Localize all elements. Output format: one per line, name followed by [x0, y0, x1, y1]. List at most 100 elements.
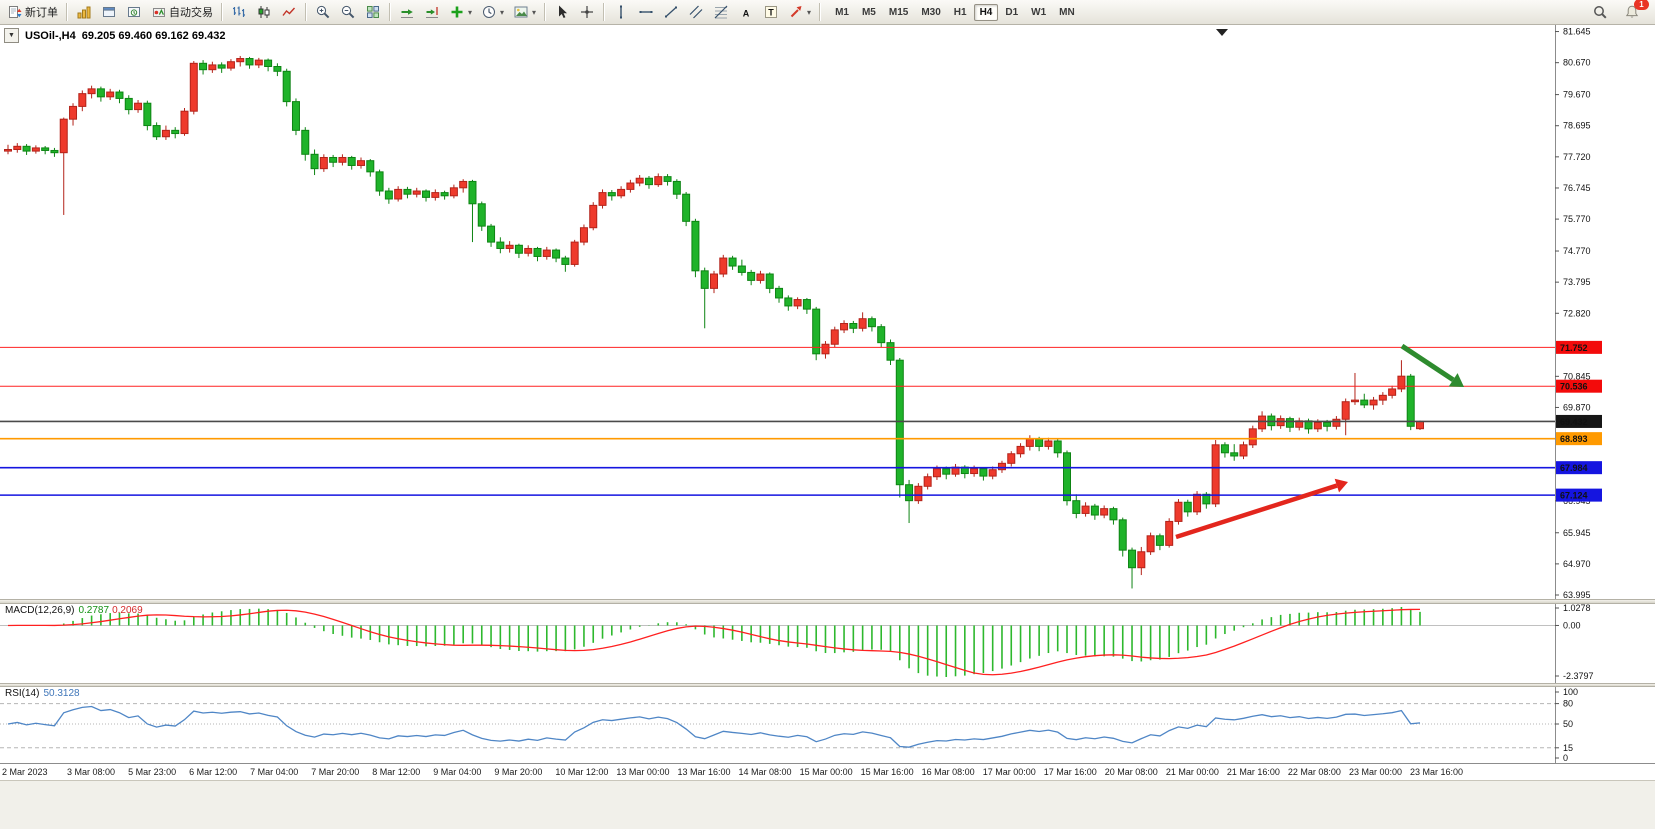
timeframe-MN-button[interactable]: MN [1059, 6, 1075, 18]
toolbar-charts-cascade-button[interactable] [72, 1, 96, 23]
toolbar-templates-button[interactable]: ▾ [509, 1, 540, 23]
price-axis-label: 80.670 [1563, 58, 1591, 68]
time-axis[interactable]: 2 Mar 2023 3 Mar 08:00 5 Mar 23:00 6 Mar 12… [0, 763, 1655, 780]
price-axis-label: 81.645 [1563, 27, 1591, 37]
chevron-down-icon: ▾ [500, 7, 505, 17]
toolbar-candle-chart-mode-button[interactable] [252, 1, 276, 23]
rsi-plot[interactable]: 100 80 50 150 [0, 687, 1655, 763]
toolbar-cursor-tool-button[interactable] [550, 1, 574, 23]
rsi-panel: 100 80 50 15 0 RSI(14) 50.3128 [0, 687, 1655, 763]
macd-axis-label: 1.0278 [1563, 604, 1591, 613]
time-axis-label: 13 Mar 16:00 [677, 767, 731, 777]
timeframe-M5-button[interactable]: M5 [861, 6, 876, 18]
macd-plot[interactable]: 1.0278 0.00 -2.3797 [0, 604, 1655, 683]
channel-icon [688, 4, 704, 20]
timeframe-M1-button[interactable]: M1 [835, 6, 849, 18]
toolbar-zoom-in-button[interactable] [311, 1, 335, 23]
timeframe-M15-button[interactable]: M15 [888, 6, 909, 18]
timeframe-D1-button[interactable]: D1 [1005, 6, 1019, 18]
toolbar-trendline-tool-button[interactable] [659, 1, 683, 23]
time-axis-label: 14 Mar 08:00 [738, 767, 792, 777]
price-axis-label: 70.845 [1563, 371, 1591, 381]
candlestick-series [4, 55, 1424, 589]
toolbar-auto-trading-button[interactable]: 自动交易 [147, 1, 217, 23]
toolbar-text-label-tool-button[interactable]: T [759, 1, 783, 23]
time-axis-label: 17 Mar 00:00 [982, 767, 1036, 777]
toolbar-vertical-line-tool-button[interactable] [609, 1, 633, 23]
toolbar-auto-trading-label: 自动交易 [169, 7, 213, 19]
toolbar-zoom-out-button[interactable] [336, 1, 360, 23]
toolbar-arrows-tool-button[interactable]: ▾ [784, 1, 815, 23]
toolbar-chart-shift-button[interactable] [420, 1, 444, 23]
time-axis-label: 8 Mar 12:00 [372, 767, 421, 777]
support-line-lower-tag: 67.124 [1556, 488, 1602, 502]
toolbar-auto-scroll-button[interactable] [395, 1, 419, 23]
resistance-line-lower-tag: 70.536 [1556, 379, 1602, 393]
toolbar-periods-button[interactable]: ▾ [477, 1, 508, 23]
time-axis-label: 15 Mar 16:00 [860, 767, 914, 777]
toolbar-channel-tool-button[interactable] [684, 1, 708, 23]
toolbar-tile-windows-button[interactable] [361, 1, 385, 23]
toolbar-text-tool-button[interactable]: A [734, 1, 758, 23]
time-axis-label: 7 Mar 20:00 [311, 767, 360, 777]
chevron-down-icon: ▾ [807, 7, 812, 17]
toolbar-line-chart-mode-button[interactable] [277, 1, 301, 23]
charts-stack-icon [76, 4, 92, 20]
timeframe-H4-button[interactable]: H4 [973, 3, 999, 21]
chevron-down-icon: ▾ [532, 7, 537, 17]
time-axis-label: 20 Mar 08:00 [1104, 767, 1158, 777]
toolbar-fibonacci-tool-button[interactable] [709, 1, 733, 23]
time-axis-label: 9 Mar 20:00 [494, 767, 543, 777]
price-axis-label: 72.820 [1563, 308, 1591, 318]
toolbar-indicators-button[interactable]: ▾ [445, 1, 476, 23]
price-chart-plot[interactable]: 81.645 80.670 79.670 78.695 77.720 76.745 75.7… [0, 25, 1655, 599]
cursor-icon [554, 4, 570, 20]
template-icon [513, 4, 529, 20]
timeframe-H1-button[interactable]: H1 [953, 6, 967, 18]
time-axis-label: 9 Mar 04:00 [433, 767, 482, 777]
macd-panel: 1.0278 0.00 -2.3797 MACD(12,26,9) 0.2787 0.2… [0, 604, 1655, 683]
rsi-axis-label: 50 [1563, 719, 1573, 729]
toolbar-horizontal-line-tool-button[interactable] [634, 1, 658, 23]
toolbar-search-button[interactable] [1588, 1, 1612, 23]
red-arrow[interactable] [1175, 478, 1348, 540]
macd-signal-line [7, 608, 1421, 676]
panel-splitter[interactable] [0, 683, 1655, 687]
toolbar: 新订单 自动交易 ▾ ▾ ▾ A T ▾ M1 M5 M15 M30 H1 H4 D1 W1 MN 1 [0, 0, 1655, 25]
chart-collapse-button[interactable]: ▼ [4, 28, 19, 43]
toolbar-crosshair-tool-button[interactable] [575, 1, 599, 23]
price-axis-label: 64.970 [1563, 559, 1591, 569]
toolbar-strategy-tester-button[interactable] [122, 1, 146, 23]
price-axis-label: 73.795 [1563, 277, 1591, 287]
toolbar-chart-window-button[interactable] [97, 1, 121, 23]
line-chart-icon [281, 4, 297, 20]
rsi-axis-label: 0 [1563, 753, 1568, 763]
svg-text:67.124: 67.124 [1560, 491, 1588, 501]
svg-text:67.984: 67.984 [1560, 463, 1588, 473]
svg-text:69.432: 69.432 [1560, 417, 1588, 427]
panel-splitter[interactable] [0, 599, 1655, 604]
green-arrow[interactable] [1400, 343, 1464, 387]
symbol-name: USOil-,H4 [25, 29, 76, 42]
chevron-down-icon: ▾ [468, 7, 473, 17]
toolbar-bar-chart-mode-button[interactable] [227, 1, 251, 23]
chart-shift-marker [1216, 29, 1228, 36]
zoom-in-icon [315, 4, 331, 20]
macd-value-main: 0.2787 [78, 605, 110, 616]
svg-text:T: T [768, 8, 774, 18]
autotrade-icon [151, 4, 167, 20]
price-axis-label: 65.945 [1563, 528, 1591, 538]
rsi-axis-label: 80 [1563, 699, 1573, 709]
toolbar-separator [603, 3, 606, 21]
macd-histogram [16, 607, 1421, 677]
chevron-down-icon: ▼ [8, 32, 15, 39]
toolbar-notifications-button[interactable]: 1 [1620, 0, 1649, 23]
toolbar-new-order-button[interactable]: 新订单 [3, 1, 62, 23]
hline-icon [638, 4, 654, 20]
timeframe-W1-button[interactable]: W1 [1031, 6, 1047, 18]
search-icon [1592, 4, 1608, 20]
timeframe-M30-button[interactable]: M30 [921, 6, 941, 18]
rsi-level-lines [0, 703, 1555, 749]
svg-text:70.536: 70.536 [1560, 382, 1588, 392]
